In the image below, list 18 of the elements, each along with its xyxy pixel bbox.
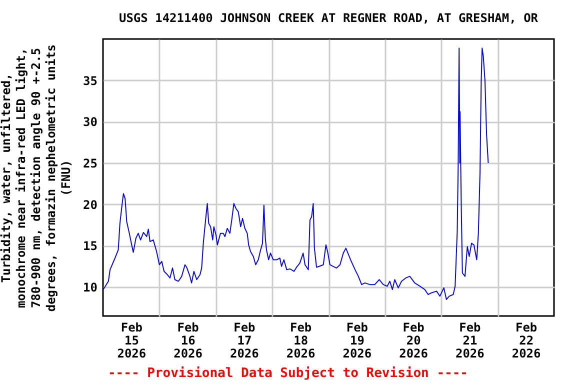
y-tick-label: 20 <box>83 198 98 212</box>
x-tick-label: Feb 19 2026 <box>342 320 372 360</box>
x-tick-label: Feb 18 2026 <box>286 320 316 360</box>
line-series <box>103 48 489 300</box>
x-tick-label: Feb 21 2026 <box>455 320 484 360</box>
x-tick-label: Feb 20 2026 <box>399 320 428 360</box>
y-tick-label: 25 <box>83 156 98 171</box>
y-tick-label: 35 <box>83 74 98 88</box>
y-tick-label: 30 <box>83 115 98 130</box>
chart-title: USGS 14211400 JOHNSON CREEK AT REGNER ROAD, AT GRESHAM, OR <box>118 11 539 25</box>
x-tick-label: Feb 16 2026 <box>174 320 203 360</box>
x-tick-label: Feb 22 2026 <box>512 320 541 360</box>
y-tick-label: 10 <box>83 280 98 295</box>
x-tick-label: Feb 15 2026 <box>117 320 146 360</box>
y-axis-title: Turbidity, water, unfiltered, monochrome near infra-red LED light, 780-900 nm, detection angle 90 +-2.5 degrees, formazin nephelometric units (FNU) <box>0 44 74 312</box>
text: ---- Provisional Data Subject to Revision ---- <box>106 366 470 381</box>
x-tick-label: Feb 17 2026 <box>230 320 259 360</box>
y-tick-label: 15 <box>83 239 98 254</box>
